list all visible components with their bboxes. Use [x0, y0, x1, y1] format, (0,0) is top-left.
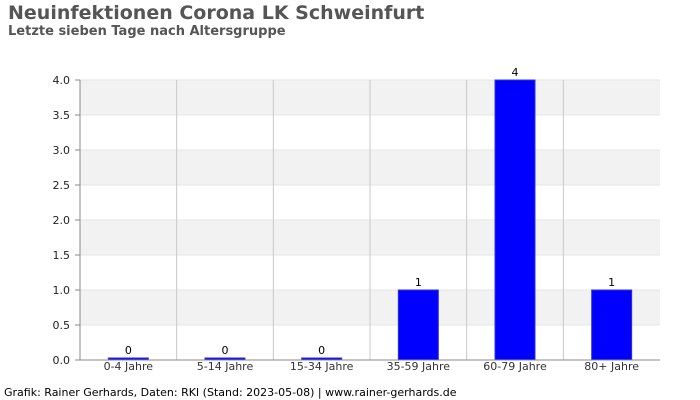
x-tick-label: 5-14 Jahre — [197, 360, 254, 373]
x-tick-label: 0-4 Jahre — [104, 360, 154, 373]
data-label: 0 — [318, 344, 325, 357]
x-tick-label: 60-79 Jahre — [483, 360, 547, 373]
data-label: 0 — [222, 344, 229, 357]
y-tick-label: 1.5 — [53, 249, 71, 262]
y-tick-label: 0.5 — [53, 319, 71, 332]
y-tick-label: 2.0 — [53, 214, 71, 227]
y-tick-label: 2.5 — [53, 179, 71, 192]
x-tick-label: 35-59 Jahre — [387, 360, 451, 373]
data-label: 1 — [608, 276, 615, 289]
y-tick-label: 3.5 — [53, 109, 71, 122]
x-tick-label: 80+ Jahre — [584, 360, 639, 373]
data-label: 1 — [415, 276, 422, 289]
y-tick-label: 0.0 — [53, 354, 71, 367]
bars — [107, 79, 633, 361]
axes — [79, 80, 660, 361]
y-tick-label: 1.0 — [53, 284, 71, 297]
chart-subtitle: Letzte sieben Tage nach Altersgruppe — [8, 24, 286, 39]
y-tick-label: 3.0 — [53, 144, 71, 157]
y-tick-label: 4.0 — [53, 74, 71, 87]
x-axis-ticks: 0-4 Jahre 5-14 Jahre 15-34 Jahre 35-59 Jahr… — [104, 360, 640, 373]
data-label: 4 — [512, 66, 519, 79]
data-label: 0 — [125, 344, 132, 357]
bar — [591, 289, 633, 361]
chart-title: Neuinfektionen Corona LK Schweinfurt — [8, 2, 425, 24]
bar — [397, 289, 439, 361]
x-tick-label: 15-34 Jahre — [290, 360, 354, 373]
data-labels: 0 0 0 1 4 1 — [125, 66, 615, 357]
grid-lines — [80, 79, 660, 361]
y-axis-ticks: 0.0 0.5 1.0 1.5 2.0 2.5 3.0 3.5 4.0 — [53, 74, 80, 367]
source-credit: Grafik: Rainer Gerhards, Daten: RKI (Sta… — [4, 386, 457, 399]
bar — [494, 79, 536, 361]
